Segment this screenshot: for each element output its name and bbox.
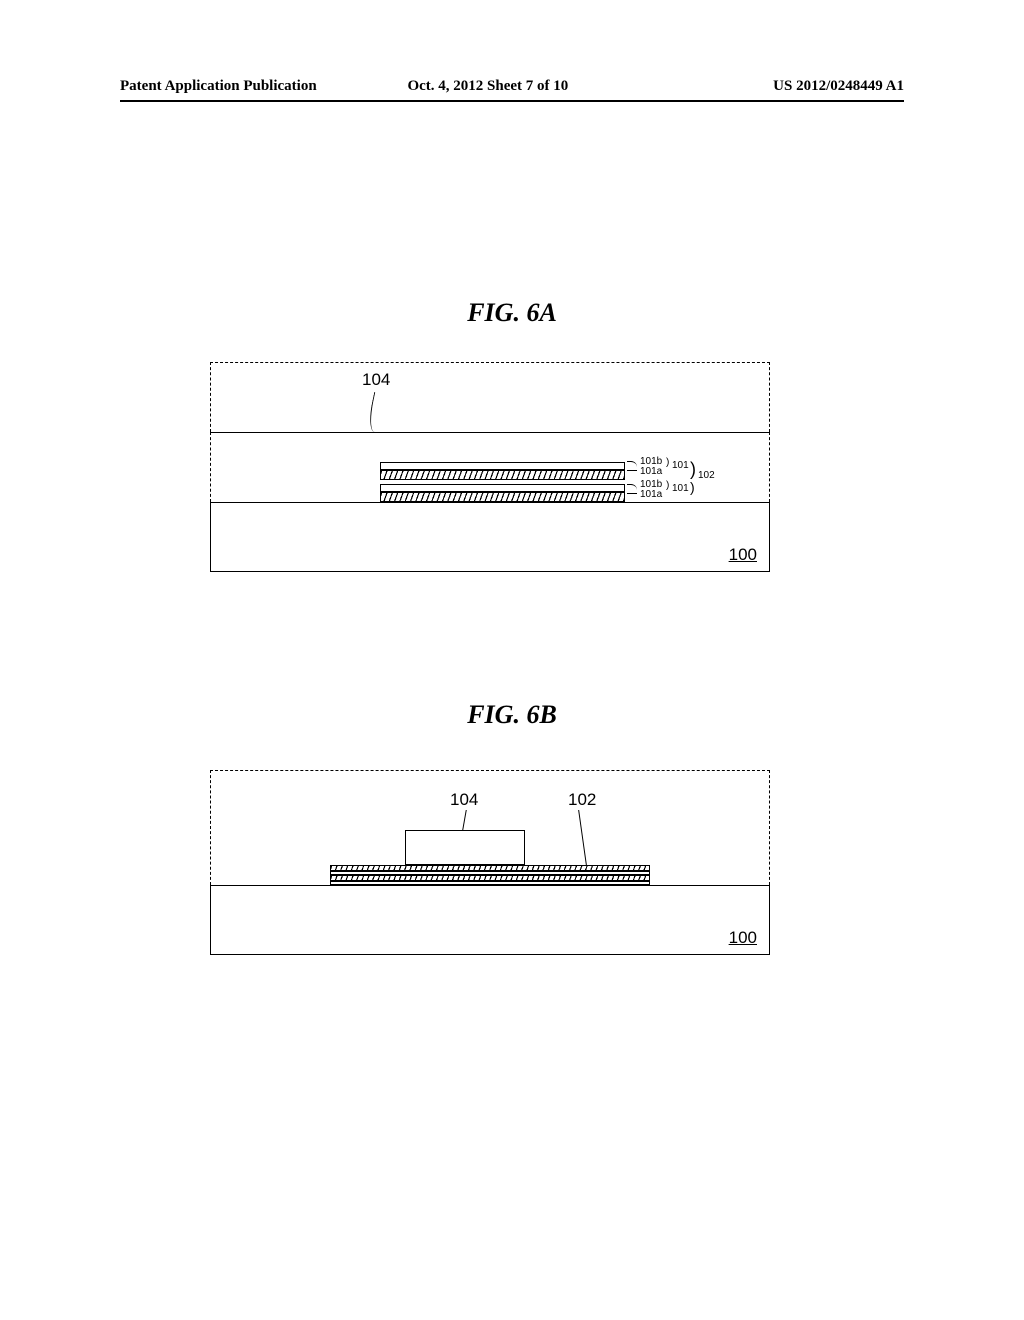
label-101-group: 101 <box>672 484 689 495</box>
brace-close: ) <box>666 458 669 469</box>
label-101a: 101a <box>640 490 662 501</box>
header-center: Oct. 4, 2012 Sheet 7 of 10 <box>407 78 568 95</box>
page-header: Patent Application Publication Oct. 4, 2… <box>120 78 904 102</box>
patent-page: Patent Application Publication Oct. 4, 2… <box>0 0 1024 1320</box>
label-101a: 101a <box>640 467 662 478</box>
fig6a-layer-stack <box>380 462 625 502</box>
fig6b-label-100: 100 <box>729 928 757 948</box>
fig6a-label-104: 104 <box>362 370 390 390</box>
fig6a-layer-101b-bottom <box>380 484 625 492</box>
fig6b-mesa-104 <box>405 830 525 865</box>
fig6a-label-100: 100 <box>729 545 757 565</box>
fig6a-upper-dashed-region <box>210 362 770 432</box>
brace-close: ) <box>666 481 669 492</box>
fig6b-substrate: 100 <box>210 885 770 955</box>
fig6b-label-104: 104 <box>450 790 478 810</box>
label-102-group: 102 <box>698 471 715 482</box>
brace-close-outer2: ) <box>690 480 695 495</box>
figure-6a-title: FIG. 6A <box>467 298 557 328</box>
figure-6b-title: FIG. 6B <box>467 700 557 730</box>
header-right: US 2012/0248449 A1 <box>773 78 904 96</box>
label-101-group: 101 <box>672 461 689 472</box>
fig6a-callout-labels: 101b 101a 101b 101a ) 101 ) 101 ) 102 ) <box>630 458 750 508</box>
fig6b-label-102: 102 <box>568 790 596 810</box>
fig6a-layer-101b-top <box>380 462 625 470</box>
brace-close-outer: ) <box>690 460 696 479</box>
fig6a-substrate: 100 <box>210 502 770 572</box>
fig6a-layer-101a-top <box>380 470 625 480</box>
fig6a-layer-101a-bottom <box>380 492 625 502</box>
header-left: Patent Application Publication <box>120 78 317 96</box>
figure-6a: 100 104 101b 101a 101b 101a ) 101 ) <box>210 362 770 572</box>
fig6b-plain-layer-2 <box>330 881 650 885</box>
leader-line <box>627 484 637 490</box>
leader-line <box>627 461 637 467</box>
fig6a-solid-separator <box>210 432 770 433</box>
leader-line <box>627 493 637 499</box>
leader-line <box>627 470 637 476</box>
figure-6b: 100 104 102 <box>210 770 770 965</box>
